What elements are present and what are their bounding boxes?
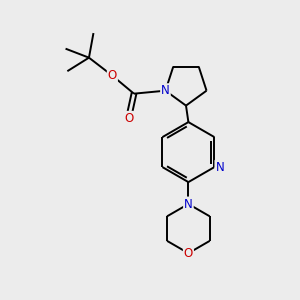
Text: N: N [184, 197, 193, 211]
Text: O: O [124, 112, 133, 125]
Text: O: O [108, 69, 117, 82]
Text: N: N [161, 84, 170, 97]
Text: O: O [184, 247, 193, 260]
Text: N: N [215, 160, 224, 174]
